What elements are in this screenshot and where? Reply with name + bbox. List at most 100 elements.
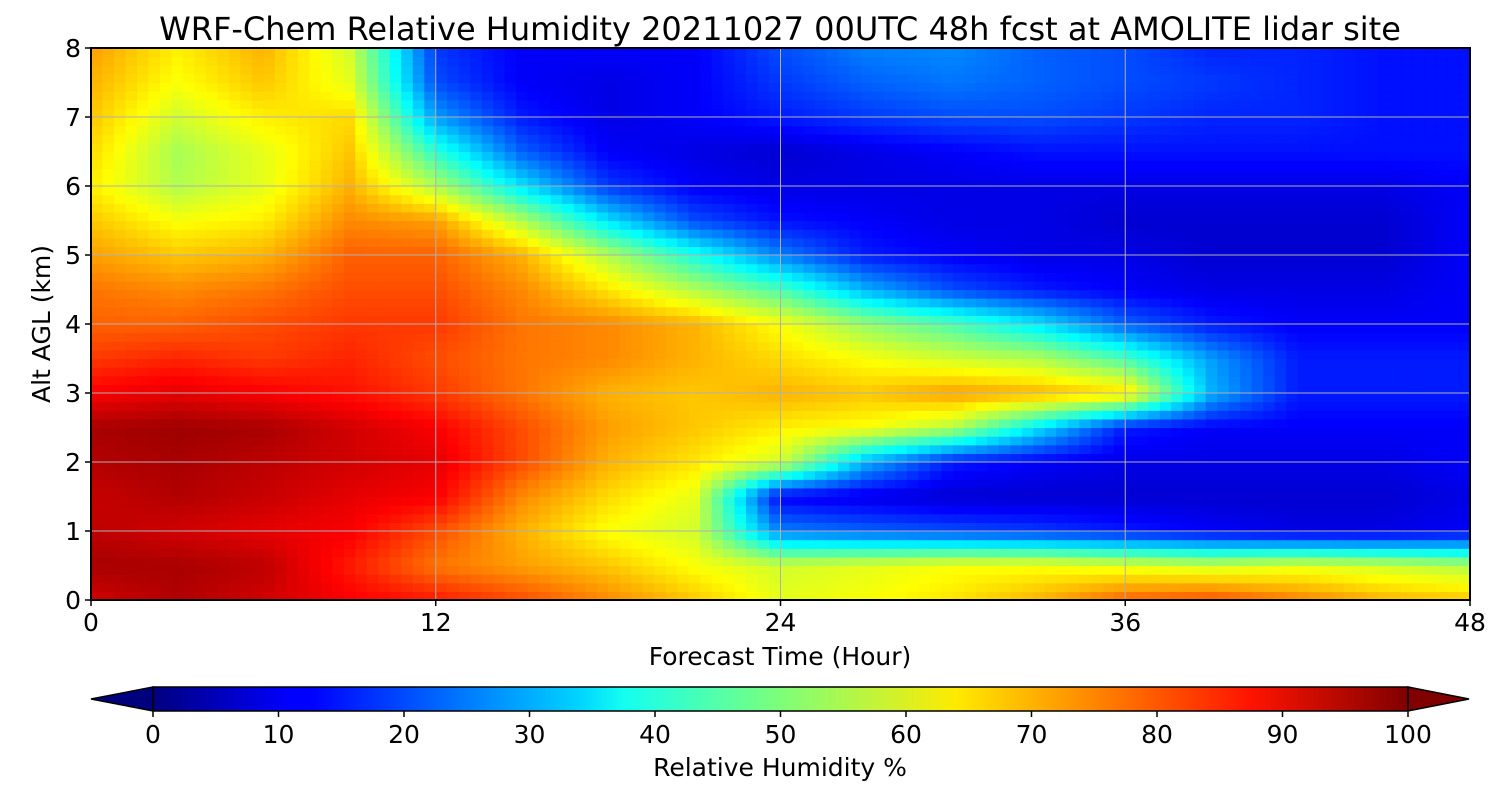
rh-cell (240, 263, 253, 273)
rh-cell (734, 565, 747, 575)
rh-cell (309, 194, 322, 204)
rh-cell (654, 194, 667, 204)
rh-cell (539, 48, 552, 58)
rh-cell (918, 48, 931, 58)
rh-cell (240, 168, 253, 178)
rh-cell (435, 246, 448, 256)
rh-cell (619, 591, 632, 600)
rh-cell (860, 194, 874, 204)
rh-cell (746, 324, 759, 334)
rh-cell (585, 548, 598, 558)
rh-cell (791, 556, 805, 567)
rh-cell (401, 280, 414, 291)
rh-cell (136, 237, 150, 247)
rh-cell (320, 539, 333, 549)
rh-cell (228, 160, 241, 170)
rh-cell (849, 349, 862, 360)
rh-cell (113, 220, 127, 230)
rh-cell (791, 513, 805, 523)
rh-cell (964, 255, 977, 265)
rh-cell (102, 56, 115, 66)
rh-cell (849, 289, 862, 299)
rh-cell (883, 289, 897, 299)
rh-cell (343, 280, 356, 291)
rh-cell (631, 194, 644, 204)
rh-cell (102, 436, 115, 446)
rh-cell (91, 82, 104, 92)
rh-cell (309, 565, 322, 575)
rh-cell (378, 410, 391, 420)
rh-cell (677, 539, 690, 549)
rh-cell (688, 237, 701, 247)
rh-cell (527, 505, 540, 515)
rh-cell (389, 263, 402, 273)
rh-cell (550, 151, 563, 161)
rh-cell (872, 436, 885, 446)
rh-cell (665, 505, 678, 515)
rh-cell (791, 410, 805, 420)
rh-cell (654, 341, 667, 351)
rh-cell (504, 108, 517, 118)
rh-cell (217, 453, 230, 463)
rh-cell (791, 453, 805, 463)
rh-cell (286, 315, 299, 325)
rh-cell (642, 367, 655, 377)
rh-cell (113, 332, 127, 342)
rh-cell (654, 48, 667, 58)
rh-cell (849, 418, 862, 429)
rh-cell (205, 427, 219, 437)
rh-cell (366, 48, 379, 58)
rh-cell (654, 108, 667, 118)
rh-cell (113, 134, 127, 144)
rh-cell (481, 427, 494, 437)
rh-cell (470, 349, 483, 360)
rh-cell (435, 462, 448, 472)
rh-cell (860, 48, 874, 58)
rh-cell (435, 582, 448, 592)
rh-cell (182, 591, 196, 600)
rh-cell (493, 255, 506, 265)
rh-cell (102, 289, 115, 299)
rh-cell (91, 462, 104, 472)
rh-cell (585, 177, 598, 187)
rh-cell (642, 531, 655, 541)
rh-cell (401, 99, 414, 109)
rh-cell (769, 349, 782, 360)
rh-cell (688, 255, 701, 265)
rh-cell (171, 280, 184, 291)
rh-cell (562, 289, 575, 299)
rh-cell (826, 289, 839, 299)
rh-cell (952, 496, 965, 506)
rh-cell (573, 582, 586, 592)
rh-cell (975, 237, 988, 247)
rh-cell (136, 539, 150, 549)
rh-cell (102, 574, 115, 584)
rh-cell (619, 505, 632, 515)
rh-cell (355, 168, 368, 178)
rh-cell (849, 280, 862, 291)
rh-cell (113, 358, 127, 368)
rh-cell (550, 82, 563, 92)
rh-cell (251, 393, 264, 403)
rh-cell (332, 367, 345, 377)
rh-cell (113, 427, 127, 437)
rh-cell (194, 237, 207, 247)
rh-cell (964, 272, 977, 282)
rh-cell (573, 565, 586, 575)
rh-cell (539, 65, 552, 75)
rh-cell (746, 393, 759, 403)
rh-cell (286, 160, 299, 170)
rh-cell (895, 565, 908, 575)
rh-cell (596, 470, 609, 480)
rh-cell (906, 496, 919, 506)
rh-cell (493, 410, 506, 420)
rh-cell (791, 151, 805, 161)
rh-cell (91, 341, 104, 351)
rh-cell (814, 142, 828, 153)
rh-cell (906, 384, 919, 394)
rh-cell (619, 548, 632, 558)
rh-cell (424, 280, 437, 291)
rh-cell (573, 82, 586, 92)
rh-cell (366, 108, 379, 118)
rh-cell (573, 56, 586, 66)
